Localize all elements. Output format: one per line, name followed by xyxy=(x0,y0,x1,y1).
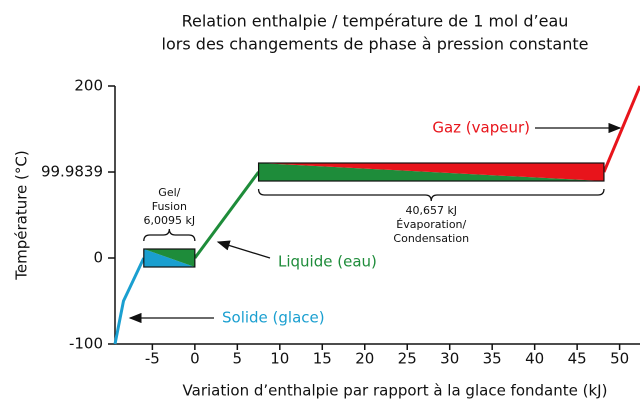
brace xyxy=(143,228,196,242)
plateau-label: Fusion xyxy=(152,200,187,213)
plateau xyxy=(257,162,605,182)
plateau-label: 40,657 kJ xyxy=(405,204,457,217)
x-tick-label: 35 xyxy=(483,350,502,368)
x-axis-label: Variation d’enthalpie par rapport à la g… xyxy=(183,382,608,400)
y-tick-label: 0 xyxy=(93,249,103,267)
x-tick-label: 25 xyxy=(398,350,417,368)
plateau-label: Évaporation/ xyxy=(396,218,466,231)
x-tick-label: 45 xyxy=(568,350,587,368)
y-tick-label: 99.9839 xyxy=(41,163,103,181)
x-tick-label: -5 xyxy=(145,350,160,368)
x-tick-label: 0 xyxy=(190,350,200,368)
plateau-part xyxy=(143,249,195,267)
series-line xyxy=(113,257,146,345)
x-tick-label: 40 xyxy=(525,350,544,368)
series-label: Gaz (vapeur) xyxy=(432,119,530,137)
y-tick-label: -100 xyxy=(69,335,103,353)
plateau-label: Condensation xyxy=(393,232,469,245)
plateau-label: Gel/ xyxy=(158,186,180,199)
plateau xyxy=(143,248,196,268)
plateau-label: 6,0095 kJ xyxy=(144,214,196,227)
x-tick-label: 5 xyxy=(233,350,243,368)
chart-title: lors des changements de phase à pression… xyxy=(162,35,589,54)
arrow xyxy=(216,240,271,259)
x-tick-label: 15 xyxy=(313,350,332,368)
series-label: Solide (glace) xyxy=(222,309,325,327)
x-tick-label: 50 xyxy=(610,350,629,368)
brace xyxy=(257,188,605,202)
chart-title: Relation enthalpie / température de 1 mo… xyxy=(182,12,569,31)
x-tick-label: 20 xyxy=(355,350,374,368)
plateau-part xyxy=(258,163,604,182)
y-axis-label: Température (°C) xyxy=(13,150,31,280)
y-tick-label: 200 xyxy=(74,77,103,95)
series-line xyxy=(602,85,640,173)
series-label: Liquide (eau) xyxy=(278,253,377,271)
series-line xyxy=(193,171,260,259)
x-tick-label: 30 xyxy=(440,350,459,368)
x-tick-label: 10 xyxy=(270,350,289,368)
